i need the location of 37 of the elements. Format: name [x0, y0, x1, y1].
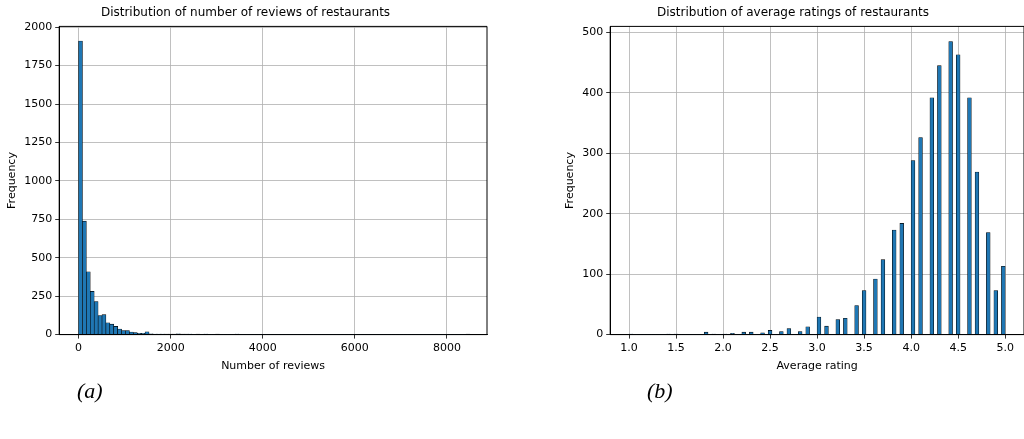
y-tick-label: 1500: [24, 96, 53, 110]
text: (a): [77, 378, 103, 404]
x-tick-label: 2.0: [714, 341, 732, 355]
x-tick-label: 4.5: [949, 341, 967, 355]
y-tick-label: 0: [596, 327, 604, 341]
y-tick-label: 500: [31, 250, 53, 264]
y-tick-label: 400: [582, 85, 604, 99]
y-tick-label: 100: [582, 267, 604, 281]
x-tick-label: 0: [75, 341, 83, 355]
x-tick-label: 4000: [248, 341, 277, 355]
y-tick-label: 1250: [24, 135, 53, 149]
y-tick-label: 250: [31, 289, 53, 303]
x-tick-label: 4.0: [902, 341, 920, 355]
y-tick-label: 300: [582, 146, 604, 160]
chart-title: Distribution of number of reviews of restaurants: [100, 5, 391, 20]
text: (b): [647, 378, 673, 404]
x-tick-label: 1.5: [667, 341, 685, 355]
chart-title: Distribution of average ratings of restaurants: [657, 5, 929, 20]
x-tick-label: 2.5: [761, 341, 779, 355]
x-tick-label: 1.0: [620, 341, 638, 355]
x-tick-label: 3.5: [855, 341, 873, 355]
x-tick-label: 5.0: [996, 341, 1014, 355]
x-tick-label: 3.0: [808, 341, 826, 355]
x-axis-title: Average rating: [776, 359, 858, 373]
y-axis-title: Frequency: [5, 151, 19, 209]
x-tick-label: 2000: [156, 341, 185, 355]
y-tick-label: 500: [582, 25, 604, 39]
x-axis-title: Number of reviews: [221, 359, 326, 373]
y-tick-label: 1000: [24, 173, 53, 187]
x-tick-label: 6000: [340, 341, 369, 355]
y-tick-label: 1750: [24, 58, 53, 72]
y-tick-label: 0: [45, 327, 53, 341]
y-tick-label: 750: [31, 212, 53, 226]
y-axis-title: Frequency: [563, 151, 577, 209]
y-tick-label: 2000: [24, 20, 53, 34]
y-tick-label: 200: [582, 206, 604, 220]
x-tick-label: 8000: [432, 341, 461, 355]
